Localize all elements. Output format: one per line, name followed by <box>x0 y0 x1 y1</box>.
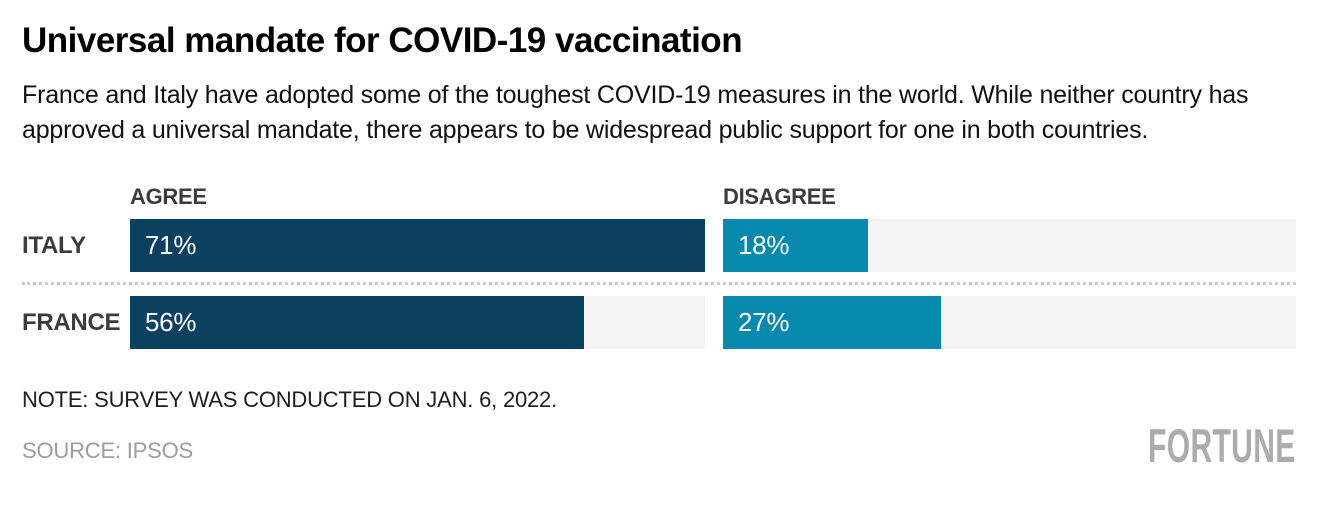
bar-disagree-france: 27% <box>723 296 941 349</box>
column-header-agree: AGREE <box>130 184 207 209</box>
bar-track-disagree-france: 27% <box>723 296 1296 349</box>
dotted-divider <box>22 282 1296 285</box>
chart-note: NOTE: SURVEY WAS CONDUCTED ON JAN. 6, 20… <box>22 387 558 412</box>
chart-footer: SOURCE: IPSOS FORTUNE <box>22 419 1296 472</box>
chart-grid: AGREE DISAGREE ITALY 71% 18% FRANCE 56% 27% <box>22 176 1296 349</box>
bar-value-label: 27% <box>738 307 790 337</box>
row-separator <box>22 272 1296 296</box>
bar-gap <box>705 296 723 349</box>
fortune-logo: FORTUNE <box>1148 419 1296 472</box>
column-spacer <box>22 210 130 219</box>
bar-track-agree-italy: 71% <box>130 219 705 272</box>
bar-value-label: 18% <box>738 230 790 260</box>
column-gap <box>705 210 723 219</box>
bar-value-label: 56% <box>145 307 197 337</box>
row-label-italy: ITALY <box>22 231 86 259</box>
bar-gap <box>705 219 723 272</box>
row-label-france: FRANCE <box>22 308 121 336</box>
chart-subtitle: France and Italy have adopted some of th… <box>22 81 1249 144</box>
bar-track-disagree-italy: 18% <box>723 219 1296 272</box>
grouped-bar-chart: AGREE DISAGREE ITALY 71% 18% FRANCE 56% 27% <box>22 176 1296 349</box>
chart-source: SOURCE: IPSOS <box>22 438 193 463</box>
bar-disagree-italy: 18% <box>723 219 869 272</box>
bar-agree-france: 56% <box>130 296 584 349</box>
chart-title: Universal mandate for COVID-19 vaccinati… <box>22 21 743 60</box>
bar-track-agree-france: 56% <box>130 296 705 349</box>
bar-value-label: 71% <box>145 230 197 260</box>
bar-agree-italy: 71% <box>130 219 705 272</box>
column-header-disagree: DISAGREE <box>723 184 836 209</box>
